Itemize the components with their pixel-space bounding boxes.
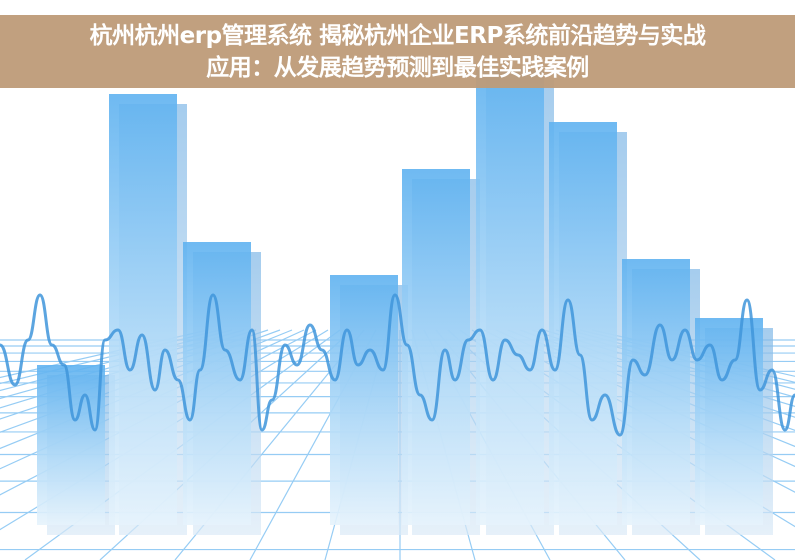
title-line-1: 杭州杭州erp管理系统 揭秘杭州企业ERP系统前沿趋势与实战 [89,22,706,49]
bar [476,70,544,525]
waveform-line [0,293,795,437]
bar [330,275,398,525]
bar [695,318,763,525]
title-line-2: 应用：从发展趋势预测到最佳实践案例 [206,54,589,81]
bar [37,365,105,525]
bar [402,169,470,525]
title-banner: 杭州杭州erp管理系统 揭秘杭州企业ERP系统前沿趋势与实战 应用：从发展趋势预… [0,15,795,88]
bars [37,70,773,535]
bar [622,259,690,525]
bar [183,242,251,525]
bar [549,122,617,525]
grid-line [0,329,245,400]
bar [109,94,177,525]
